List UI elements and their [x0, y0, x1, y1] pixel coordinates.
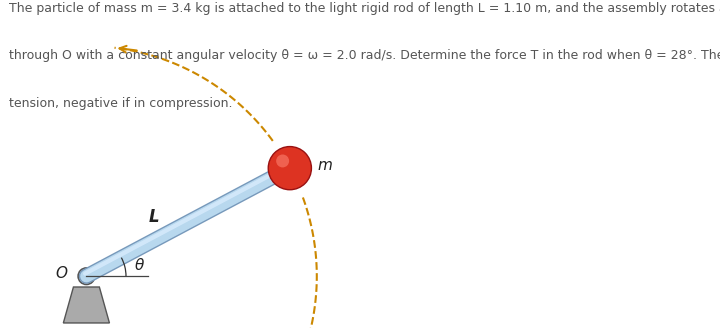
Text: m: m — [318, 158, 332, 173]
Text: θ: θ — [135, 258, 145, 273]
Polygon shape — [63, 287, 109, 323]
Circle shape — [269, 147, 312, 190]
Text: O: O — [55, 266, 68, 281]
Circle shape — [276, 154, 289, 167]
Circle shape — [84, 273, 89, 279]
Text: L: L — [149, 208, 160, 226]
Circle shape — [78, 268, 95, 284]
Text: The particle of mass m = 3.4 kg is attached to the light rigid rod of length L =: The particle of mass m = 3.4 kg is attac… — [9, 2, 720, 15]
Text: through O with a constant angular velocity θ̇ = ω = 2.0 rad/s. Determine the for: through O with a constant angular veloci… — [9, 49, 720, 62]
Text: tension, negative if in compression.: tension, negative if in compression. — [9, 97, 232, 110]
